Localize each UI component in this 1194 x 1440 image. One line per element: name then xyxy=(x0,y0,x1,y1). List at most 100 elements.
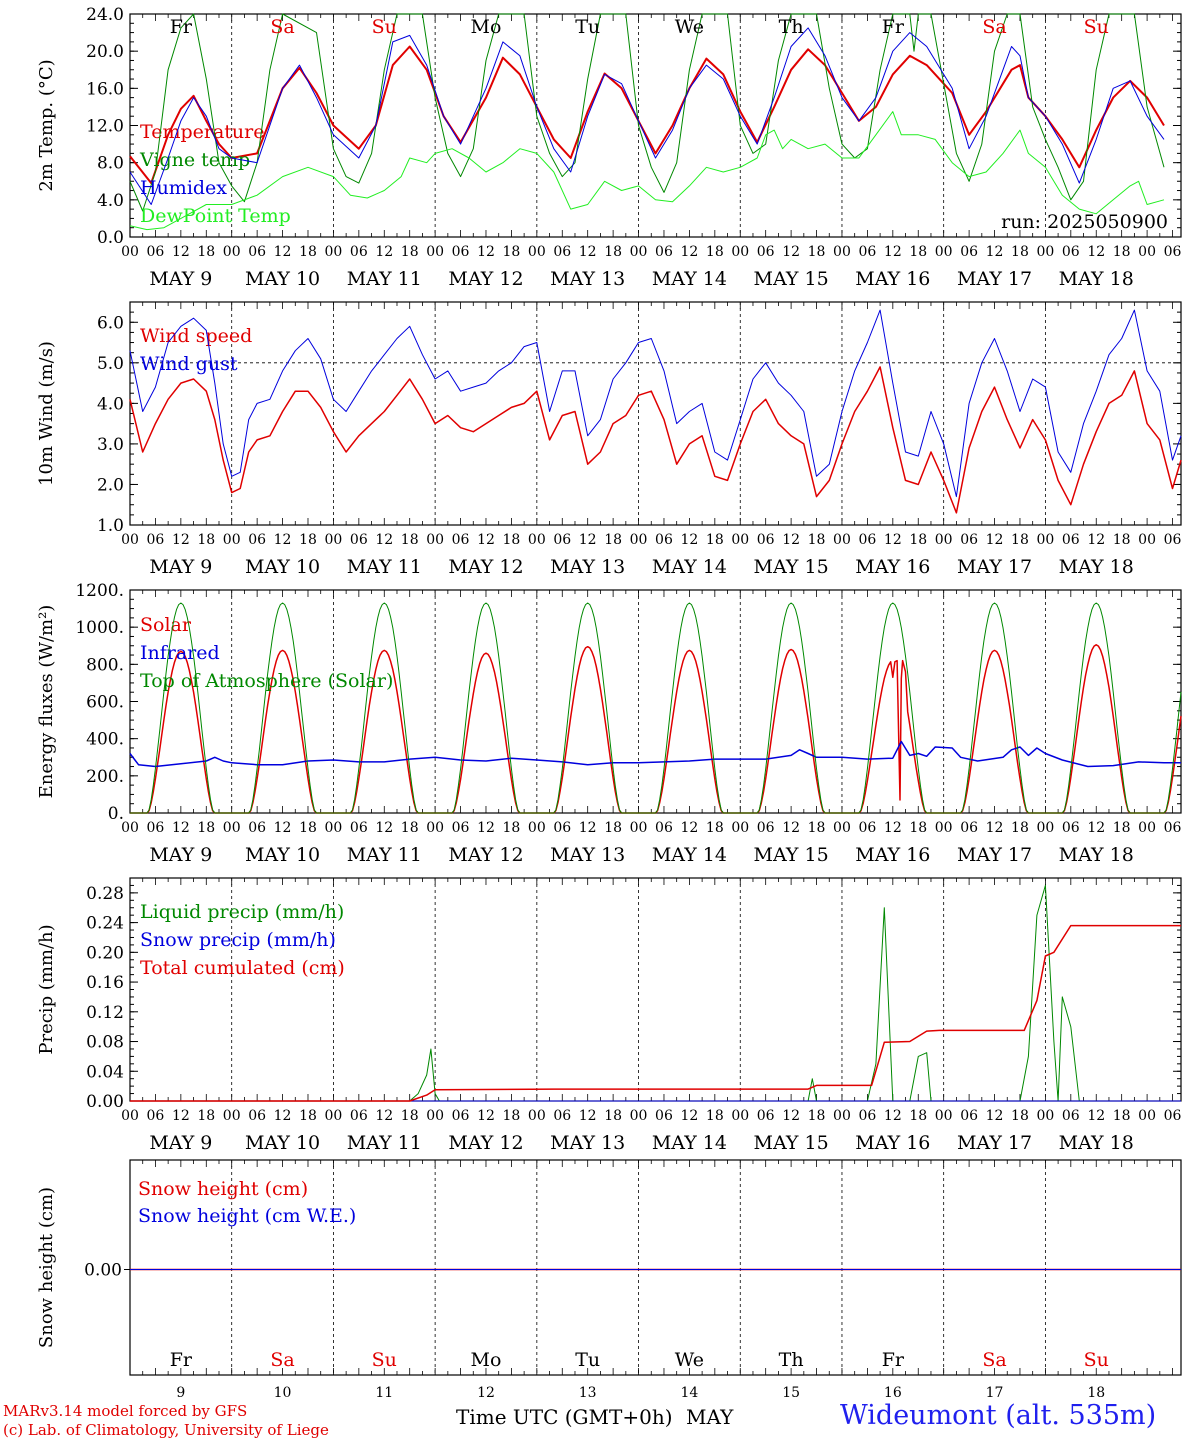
x-hour-label: 18 xyxy=(808,1108,826,1124)
x-hour-label: 06 xyxy=(350,820,368,836)
x-hour-label: 06 xyxy=(858,532,876,548)
day-number-label: 17 xyxy=(986,1385,1004,1401)
x-day-label: MAY 14 xyxy=(652,1132,727,1154)
series-line xyxy=(129,111,1165,231)
x-hour-label: 18 xyxy=(299,532,317,548)
x-hour-label: 18 xyxy=(706,532,724,548)
x-hour-label: 00 xyxy=(121,820,139,836)
x-hour-label: 00 xyxy=(630,532,648,548)
y-tick-label: 0.28 xyxy=(86,884,124,904)
x-hour-label: 06 xyxy=(452,244,470,260)
y-tick-label: 0.04 xyxy=(86,1062,124,1082)
weekday-label-top: Su xyxy=(372,16,397,38)
x-hour-label: 00 xyxy=(1036,820,1054,836)
x-hour-label: 18 xyxy=(604,532,622,548)
x-hour-label: 12 xyxy=(477,1108,495,1124)
legend-entry: Snow height (cm W.E.) xyxy=(138,1205,356,1227)
x-hour-label: 18 xyxy=(909,820,927,836)
x-day-label: MAY 18 xyxy=(1059,844,1134,866)
y-axis-label: 10m Wind (m/s) xyxy=(36,341,57,486)
x-hour-label: 12 xyxy=(579,244,597,260)
x-hour-label: 12 xyxy=(579,1108,597,1124)
y-axis-label: Snow height (cm) xyxy=(36,1187,57,1348)
y-tick-label: 20.0 xyxy=(86,42,124,62)
x-hour-label: 18 xyxy=(401,1108,419,1124)
x-hour-label: 12 xyxy=(375,244,393,260)
panel-2: 1.0 2.0 3.0 4.0 5.0 6.0 10m Wind (m/s) Wind spe… xyxy=(36,301,1182,578)
x-hour-label: 06 xyxy=(248,532,266,548)
y-tick-label: 6.0 xyxy=(97,313,124,333)
x-hour-label: 00 xyxy=(833,244,851,260)
x-hour-label: 12 xyxy=(375,532,393,548)
x-day-label: MAY 14 xyxy=(652,556,727,578)
weekday-label-top: Tu xyxy=(575,16,600,38)
credit-line-lab: (c) Lab. of Climatology, University of L… xyxy=(3,1421,329,1439)
x-day-label: MAY 11 xyxy=(347,556,422,578)
x-hour-label: 00 xyxy=(121,244,139,260)
day-number-label: 10 xyxy=(274,1385,292,1401)
y-tick-label: 800. xyxy=(86,655,124,675)
x-hour-label: 18 xyxy=(1113,1108,1131,1124)
x-hour-label: 12 xyxy=(884,1108,902,1124)
x-hour-label: 06 xyxy=(757,820,775,836)
x-hour-label: 06 xyxy=(858,244,876,260)
plot-frame xyxy=(129,589,1182,814)
x-hour-label: 12 xyxy=(986,1108,1004,1124)
x-hour-label: 12 xyxy=(274,1108,292,1124)
x-day-label: MAY 14 xyxy=(652,844,727,866)
x-hour-label: 06 xyxy=(960,820,978,836)
x-hour-label: 12 xyxy=(1087,820,1105,836)
x-hour-label: 18 xyxy=(502,532,520,548)
y-axis-label: Energy fluxes (W/m²) xyxy=(36,605,57,799)
x-hour-label: 06 xyxy=(553,820,571,836)
x-hour-label: 00 xyxy=(935,820,953,836)
x-hour-label: 06 xyxy=(248,244,266,260)
x-hour-label: 06 xyxy=(248,1108,266,1124)
station-name: Wideumont (alt. 535m) xyxy=(840,1400,1157,1431)
y-tick-label: 1.0 xyxy=(97,516,124,536)
x-hour-label: 00 xyxy=(528,1108,546,1124)
day-number-label: 15 xyxy=(782,1385,800,1401)
x-hour-label: 06 xyxy=(858,1108,876,1124)
legend-entry: Infrared xyxy=(140,642,220,664)
day-number-label: 11 xyxy=(375,1385,393,1401)
y-tick-label: 0.08 xyxy=(86,1033,124,1053)
panel-4: 0.00 0.04 0.08 0.12 0.16 0.20 0.24 0.28 Precip (… xyxy=(36,877,1182,1154)
x-hour-label: 00 xyxy=(223,820,241,836)
weekday-label-top: Fr xyxy=(170,16,193,38)
legend-entry: Snow precip (mm/h) xyxy=(140,929,336,951)
y-tick-label: 4.0 xyxy=(97,191,124,211)
x-hour-label: 00 xyxy=(731,820,749,836)
x-hour-label: 12 xyxy=(986,820,1004,836)
y-tick-label: 24.0 xyxy=(86,5,124,25)
x-hour-label: 18 xyxy=(401,532,419,548)
x-hour-label: 12 xyxy=(782,532,800,548)
weekday-label-bottom: Fr xyxy=(882,1349,905,1371)
y-axis-label: Precip (mm/h) xyxy=(36,924,57,1054)
day-number-label: 18 xyxy=(1087,1385,1105,1401)
series-line xyxy=(130,602,1182,814)
x-hour-label: 06 xyxy=(858,820,876,836)
x-hour-label: 06 xyxy=(147,820,165,836)
day-number-label: 12 xyxy=(477,1385,495,1401)
x-hour-label: 00 xyxy=(325,244,343,260)
x-hour-label: 12 xyxy=(579,820,597,836)
x-hour-label: 00 xyxy=(731,244,749,260)
y-tick-label: 600. xyxy=(86,693,124,713)
y-tick-label: 0.00 xyxy=(86,1092,124,1112)
series-line xyxy=(130,924,1181,1102)
x-hour-label: 12 xyxy=(884,532,902,548)
x-hour-label: 00 xyxy=(630,820,648,836)
weekday-label-top: Sa xyxy=(982,16,1006,38)
x-hour-label: 18 xyxy=(1011,820,1029,836)
x-hour-label: 00 xyxy=(528,532,546,548)
x-hour-label: 00 xyxy=(223,244,241,260)
x-day-label: MAY 10 xyxy=(245,1132,320,1154)
x-hour-label: 18 xyxy=(1011,1108,1029,1124)
x-hour-label: 12 xyxy=(579,532,597,548)
x-hour-label: 18 xyxy=(401,244,419,260)
x-hour-label: 06 xyxy=(960,532,978,548)
y-axis-label: 2m Temp. (°C) xyxy=(36,59,57,191)
legend-entry: Liquid precip (mm/h) xyxy=(140,901,344,923)
x-hour-label: 12 xyxy=(274,244,292,260)
